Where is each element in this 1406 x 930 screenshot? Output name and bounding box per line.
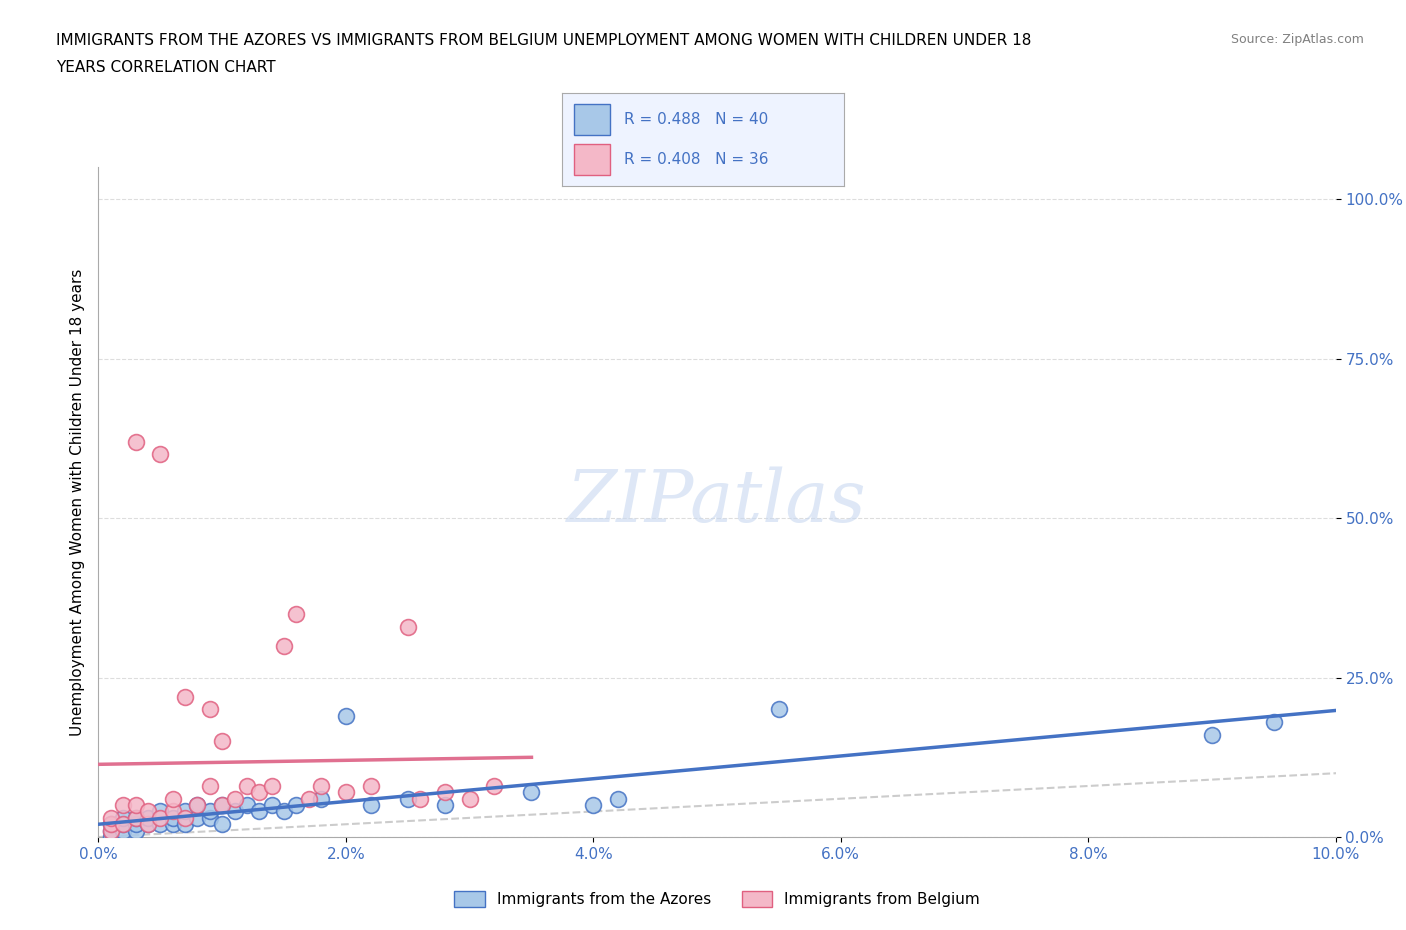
Point (112, 817, 135, 831)
Point (582, 798, 605, 813)
Point (162, 804, 184, 819)
Point (247, 785, 270, 800)
Point (100, 810, 122, 825)
Point (224, 791, 246, 806)
Point (162, 791, 184, 806)
Point (335, 785, 357, 800)
Point (360, 778, 382, 793)
Point (124, 434, 146, 449)
Bar (574, 144, 610, 175)
Point (607, 791, 630, 806)
Point (360, 798, 382, 813)
Point (211, 734, 233, 749)
Point (396, 791, 419, 806)
Point (136, 817, 159, 831)
Point (211, 798, 233, 813)
Point (112, 810, 135, 825)
Point (1201, 727, 1223, 742)
Point (285, 606, 308, 621)
Point (124, 810, 146, 825)
Point (1263, 715, 1285, 730)
Point (100, 823, 122, 838)
Point (198, 810, 221, 825)
Point (100, 817, 122, 831)
Point (149, 447, 172, 462)
Text: Source: ZipAtlas.com: Source: ZipAtlas.com (1230, 33, 1364, 46)
Point (433, 785, 456, 800)
Point (124, 817, 146, 831)
Point (149, 810, 172, 825)
Legend: Immigrants from the Azores, Immigrants from Belgium: Immigrants from the Azores, Immigrants f… (449, 884, 986, 913)
Point (335, 709, 357, 724)
Point (136, 810, 159, 825)
Point (112, 817, 135, 831)
Point (285, 798, 308, 813)
Point (520, 785, 543, 800)
Point (433, 798, 456, 813)
Point (260, 798, 283, 813)
Point (136, 817, 159, 831)
Point (174, 689, 197, 704)
Point (100, 823, 122, 838)
Bar (574, 104, 610, 135)
Point (174, 817, 197, 831)
Point (186, 798, 208, 813)
Point (198, 778, 221, 793)
Point (396, 619, 419, 634)
Text: YEARS CORRELATION CHART: YEARS CORRELATION CHART (56, 60, 276, 75)
Point (100, 830, 122, 844)
Point (247, 804, 270, 819)
Point (186, 798, 208, 813)
Point (309, 791, 332, 806)
Point (768, 702, 790, 717)
Point (273, 804, 295, 819)
Point (260, 778, 283, 793)
Point (124, 798, 146, 813)
Point (124, 810, 146, 825)
Point (484, 778, 506, 793)
Text: IMMIGRANTS FROM THE AZORES VS IMMIGRANTS FROM BELGIUM UNEMPLOYMENT AMONG WOMEN W: IMMIGRANTS FROM THE AZORES VS IMMIGRANTS… (56, 33, 1032, 47)
Point (409, 791, 432, 806)
Point (211, 798, 233, 813)
Point (174, 804, 197, 819)
Point (211, 817, 233, 831)
Text: ZIPatlas: ZIPatlas (567, 467, 868, 538)
Y-axis label: Unemployment Among Women with Children Under 18 years: Unemployment Among Women with Children U… (69, 269, 84, 736)
Point (149, 804, 172, 819)
Point (224, 804, 246, 819)
Point (136, 804, 159, 819)
Point (298, 791, 321, 806)
Point (236, 778, 259, 793)
Point (162, 817, 184, 831)
Point (198, 702, 221, 717)
Point (124, 823, 146, 838)
Point (112, 823, 135, 838)
Point (186, 810, 208, 825)
Point (198, 804, 221, 819)
Point (236, 798, 259, 813)
Text: R = 0.408   N = 36: R = 0.408 N = 36 (624, 152, 769, 166)
Point (149, 817, 172, 831)
Point (309, 778, 332, 793)
Point (273, 638, 295, 653)
Point (112, 798, 135, 813)
Point (100, 817, 122, 831)
Point (458, 791, 481, 806)
Text: R = 0.488   N = 40: R = 0.488 N = 40 (624, 112, 769, 126)
Point (174, 810, 197, 825)
Point (162, 810, 184, 825)
